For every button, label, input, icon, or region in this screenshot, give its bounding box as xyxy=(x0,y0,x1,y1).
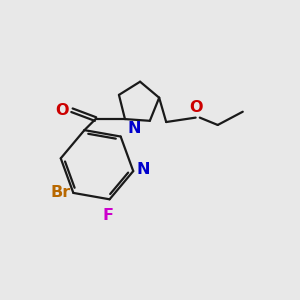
Text: N: N xyxy=(137,162,150,177)
Text: O: O xyxy=(189,100,202,115)
Text: Br: Br xyxy=(50,185,70,200)
Text: O: O xyxy=(55,103,68,118)
Text: F: F xyxy=(103,208,114,223)
Text: N: N xyxy=(127,121,141,136)
